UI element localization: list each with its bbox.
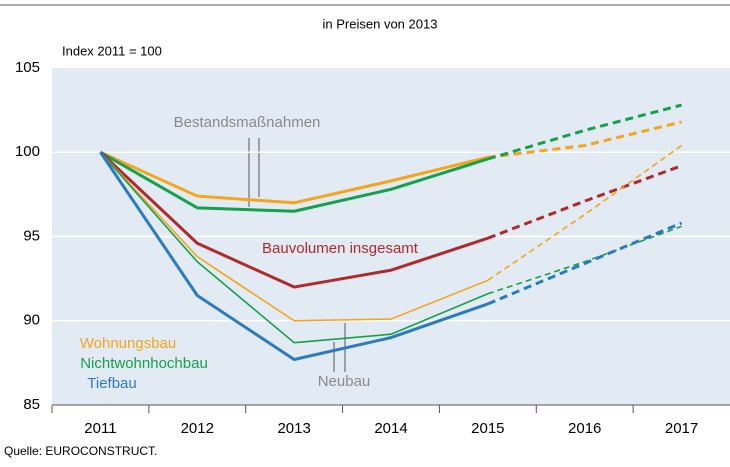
y-tick-label: 90 [23, 312, 40, 329]
y-tick-label: 105 [15, 59, 40, 76]
annotation: Nichtwohnhochbau [80, 355, 208, 372]
annotation: Bestandsmaßnahmen [174, 114, 321, 131]
forecast-line [487, 164, 683, 240]
series-line [99, 150, 489, 213]
x-tick-label: 2016 [568, 420, 601, 437]
y-tick-label: 95 [23, 227, 40, 244]
annotation: Neubau [318, 373, 371, 390]
x-tick-label: 2012 [181, 420, 214, 437]
series-line [99, 151, 489, 322]
x-tick-label: 2015 [471, 420, 504, 437]
x-tick-label: 2014 [374, 420, 407, 437]
series-line [99, 151, 489, 289]
x-tick-label: 2011 [84, 420, 116, 437]
x-tick-label: 2013 [277, 420, 310, 437]
y-tick-label: 100 [15, 143, 40, 160]
y-tick-label: 85 [23, 396, 40, 413]
annotation: Wohnungsbau [80, 335, 176, 352]
source: Quelle: EUROCONSTRUCT. [4, 444, 157, 458]
forecast-line [487, 221, 683, 306]
forecast-line [487, 120, 682, 159]
x-tick-label: 2017 [665, 420, 698, 437]
series-line [99, 150, 489, 205]
y-axis-label: Index 2011 = 100 [62, 43, 162, 58]
pointers [248, 138, 346, 372]
forecast-line [487, 225, 682, 295]
series-line [99, 151, 489, 362]
forecast-line [487, 103, 682, 161]
annotation: Bauvolumen insgesamt [262, 240, 419, 257]
annotation: Tiefbau [87, 375, 136, 392]
series-line [99, 151, 489, 344]
chart-title: in Preisen von 2013 [323, 16, 438, 31]
